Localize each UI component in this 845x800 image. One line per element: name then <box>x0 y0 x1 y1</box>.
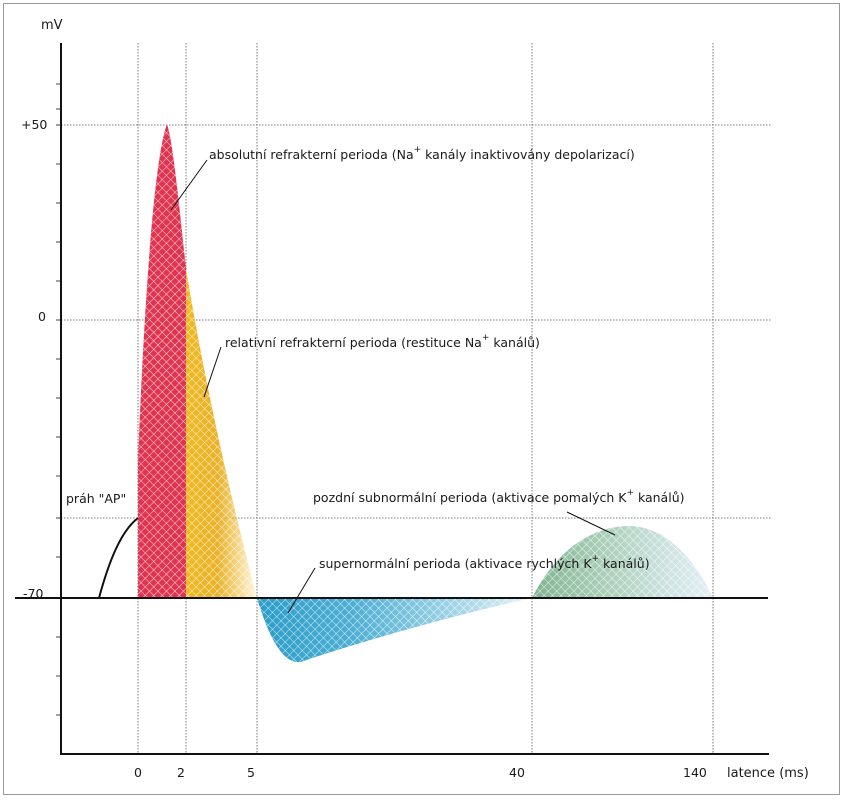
figure-frame: mV latence (ms) +50 0 -70 0 2 5 40 140 p… <box>3 3 840 795</box>
threshold-curve <box>98 517 139 599</box>
x-axis-unit: latence (ms) <box>727 766 809 781</box>
action-potential-diagram: mV latence (ms) +50 0 -70 0 2 5 40 140 p… <box>15 18 809 781</box>
annotation-pointers <box>170 159 616 614</box>
y-tick-zero: 0 <box>38 309 46 324</box>
relative-refractory-label: relativní refrakterní perioda (restituce… <box>225 333 540 350</box>
x-tick-5: 5 <box>247 765 255 780</box>
x-tick-140: 140 <box>683 765 707 780</box>
x-tick-2: 2 <box>177 765 185 780</box>
x-tick-0: 0 <box>134 765 142 780</box>
late-subnormal-label: pozdní subnormální perioda (aktivace pom… <box>313 488 685 505</box>
absolute-refractory-label: absolutní refrakterní perioda (Na+ kanál… <box>209 145 635 162</box>
y-tick-plus50: +50 <box>21 117 47 132</box>
y-axis-unit: mV <box>41 18 63 33</box>
y-tick-minus70: -70 <box>23 586 43 601</box>
threshold-label: práh "AP" <box>66 491 126 506</box>
x-tick-40: 40 <box>509 765 525 780</box>
supernormal-label: supernormální perioda (aktivace rychlých… <box>319 554 650 571</box>
